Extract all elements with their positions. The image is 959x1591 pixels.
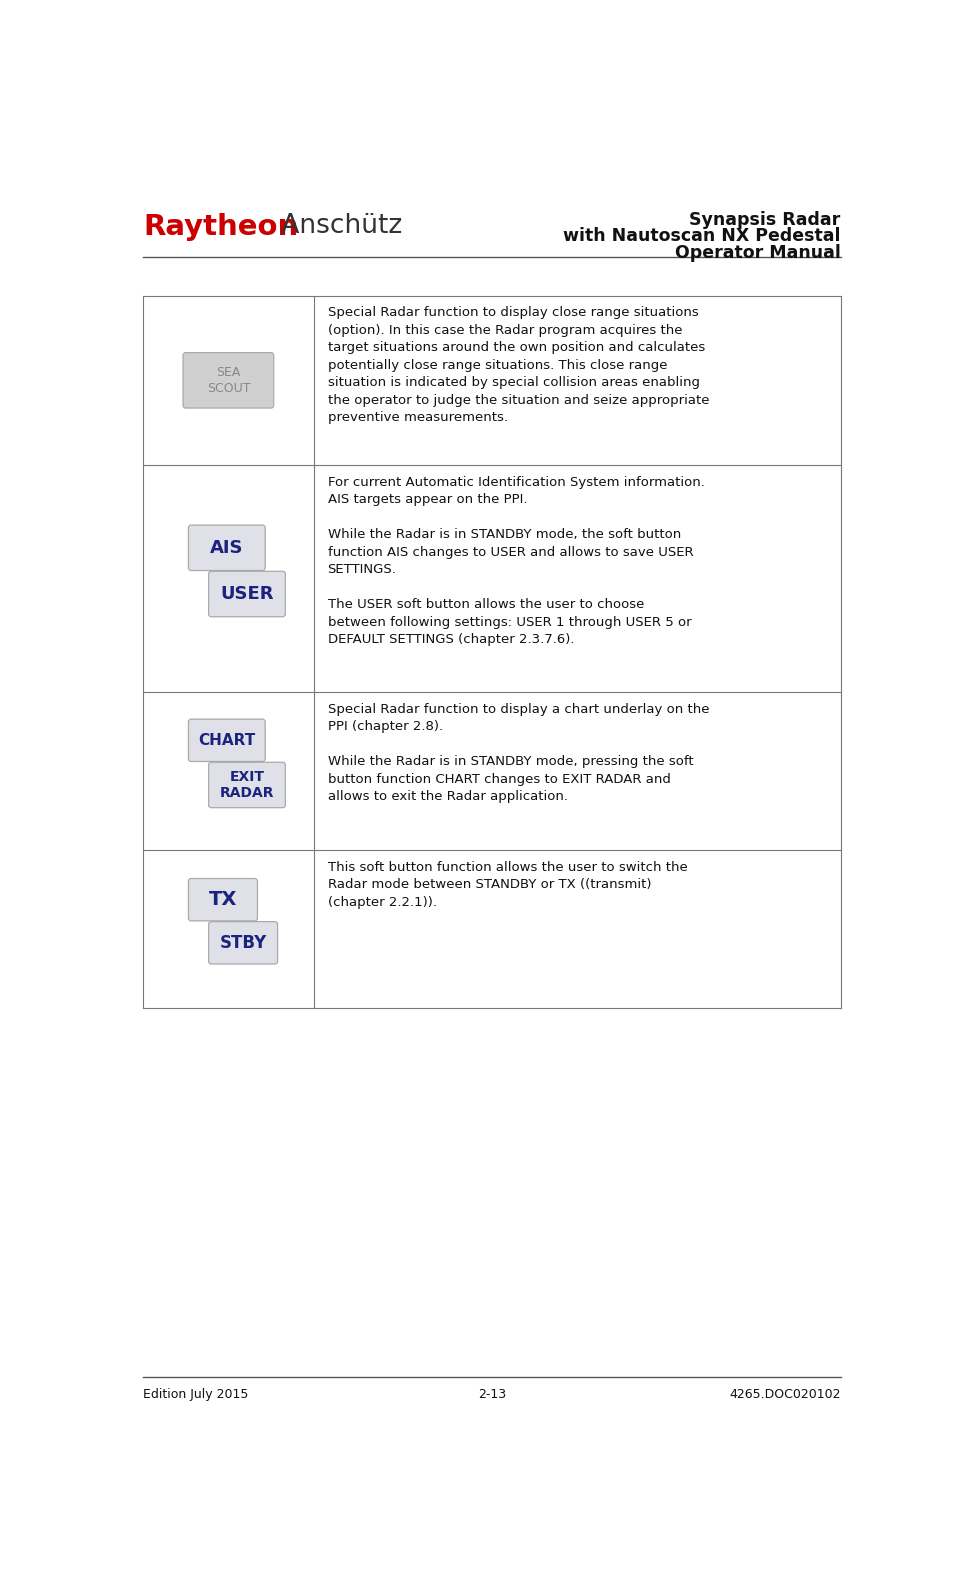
FancyBboxPatch shape (189, 719, 266, 762)
Text: Anschütz: Anschütz (273, 213, 403, 239)
Text: AIS: AIS (210, 539, 244, 557)
FancyBboxPatch shape (189, 878, 257, 921)
Text: This soft button function allows the user to switch the
Radar mode between STAND: This soft button function allows the use… (328, 861, 688, 908)
Text: TX: TX (209, 891, 237, 908)
Text: Operator Manual: Operator Manual (675, 243, 841, 263)
Text: Synapsis Radar: Synapsis Radar (690, 212, 841, 229)
Text: EXIT
RADAR: EXIT RADAR (220, 770, 274, 800)
Text: 2-13: 2-13 (478, 1389, 506, 1402)
FancyBboxPatch shape (209, 921, 277, 964)
Text: For current Automatic Identification System information.
AIS targets appear on t: For current Automatic Identification Sys… (328, 476, 705, 646)
Text: CHART: CHART (199, 733, 255, 748)
FancyBboxPatch shape (189, 525, 266, 571)
FancyBboxPatch shape (183, 353, 273, 407)
Text: SEA
SCOUT: SEA SCOUT (206, 366, 250, 395)
FancyBboxPatch shape (209, 762, 286, 808)
Text: 4265.DOC020102: 4265.DOC020102 (729, 1389, 841, 1402)
Text: with Nautoscan NX Pedestal: with Nautoscan NX Pedestal (563, 228, 841, 245)
Text: Edition July 2015: Edition July 2015 (143, 1389, 248, 1402)
FancyBboxPatch shape (209, 571, 286, 617)
Text: Special Radar function to display close range situations
(option). In this case : Special Radar function to display close … (328, 307, 709, 425)
Text: Special Radar function to display a chart underlay on the
PPI (chapter 2.8).

Wh: Special Radar function to display a char… (328, 703, 709, 803)
Text: Raytheon: Raytheon (143, 213, 298, 242)
Text: USER: USER (221, 585, 273, 603)
Text: STBY: STBY (220, 934, 267, 951)
